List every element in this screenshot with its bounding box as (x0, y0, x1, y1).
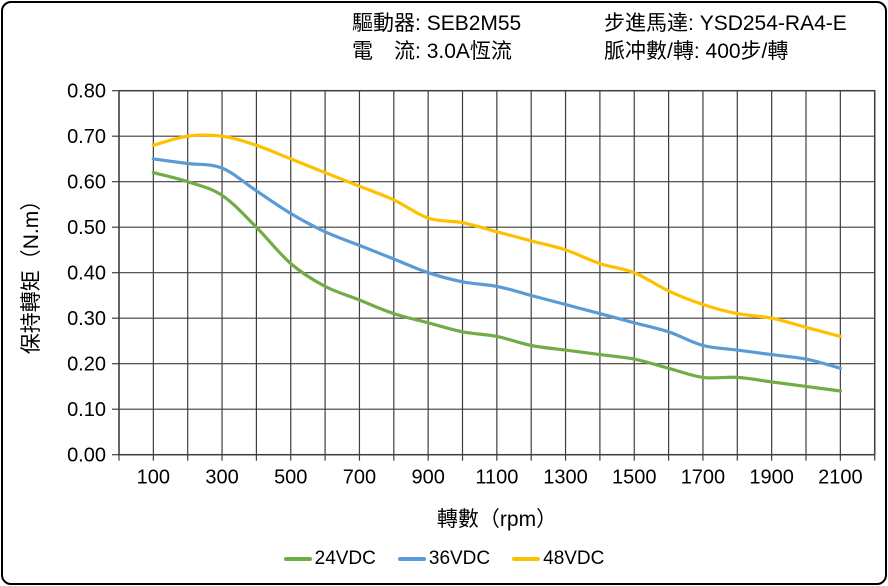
plot-area-border (118, 89, 876, 456)
current-row: 電 流: 3.0A恆流 (352, 38, 521, 66)
header-left-column: 驅動器: SEB2M55 電 流: 3.0A恆流 (352, 10, 521, 66)
x-tick-label: 100 (137, 467, 170, 489)
x-tick-label: 500 (274, 467, 307, 489)
series-line-36vdc (151, 157, 842, 370)
chart-legend: 24VDC 36VDC 48VDC (0, 548, 888, 570)
y-tick-label: 0.80 (67, 81, 106, 103)
pulses-row: 脈冲數/轉: 400步/轉 (604, 38, 847, 66)
driver-label: 驅動器: (352, 12, 421, 35)
x-tick-label: 1700 (681, 467, 726, 489)
legend-line-swatch-36vdc (397, 557, 426, 561)
y-tick-label: 0.40 (67, 263, 106, 285)
legend-item-48vdc: 48VDC (512, 548, 604, 570)
series-line-24vdc (151, 171, 842, 393)
legend-label-24vdc: 24VDC (314, 548, 376, 569)
x-axis-title: 轉數（rpm） (436, 508, 558, 531)
pulses-value: 400步/轉 (705, 40, 789, 63)
x-tick-label: 1900 (749, 467, 794, 489)
y-tick-label: 0.70 (67, 126, 106, 148)
driver-row: 驅動器: SEB2M55 (352, 10, 521, 38)
header-right-column: 步進馬達: YSD254-RA4-E 脈冲數/轉: 400步/轉 (604, 10, 847, 66)
x-tick-label: 1500 (612, 467, 657, 489)
y-tick-label: 0.10 (67, 399, 106, 421)
legend-line-swatch-24vdc (283, 557, 312, 561)
legend-label-48vdc: 48VDC (543, 548, 605, 569)
y-tick-label: 0.50 (67, 217, 106, 239)
y-axis-title: 保持轉矩（N.m） (20, 189, 43, 355)
y-tick-label: 0.60 (67, 172, 106, 194)
x-tick-label: 2100 (818, 467, 863, 489)
motor-value: YSD254-RA4-E (699, 12, 847, 35)
legend-label-36vdc: 36VDC (428, 548, 491, 569)
current-label: 電 流: (352, 40, 421, 63)
x-tick-label: 1100 (475, 467, 518, 489)
legend-item-24vdc: 24VDC (283, 548, 376, 570)
x-tick-label: 300 (205, 467, 238, 489)
motor-label: 步進馬達: (604, 12, 694, 35)
x-tick-label: 900 (411, 467, 444, 489)
pulses-label: 脈冲數/轉: (604, 40, 700, 63)
x-tick-label: 1300 (543, 467, 588, 489)
motor-row: 步進馬達: YSD254-RA4-E (604, 10, 847, 38)
y-tick-label: 0.30 (67, 308, 106, 330)
legend-line-swatch-48vdc (512, 557, 541, 561)
x-tick-label: 700 (343, 467, 376, 489)
y-tick-label: 0.20 (67, 354, 106, 376)
legend-item-36vdc: 36VDC (397, 548, 491, 570)
series-line-48vdc (151, 133, 842, 338)
current-value: 3.0A恆流 (426, 40, 512, 63)
driver-value: SEB2M55 (426, 12, 522, 35)
y-tick-label: 0.00 (67, 445, 106, 467)
